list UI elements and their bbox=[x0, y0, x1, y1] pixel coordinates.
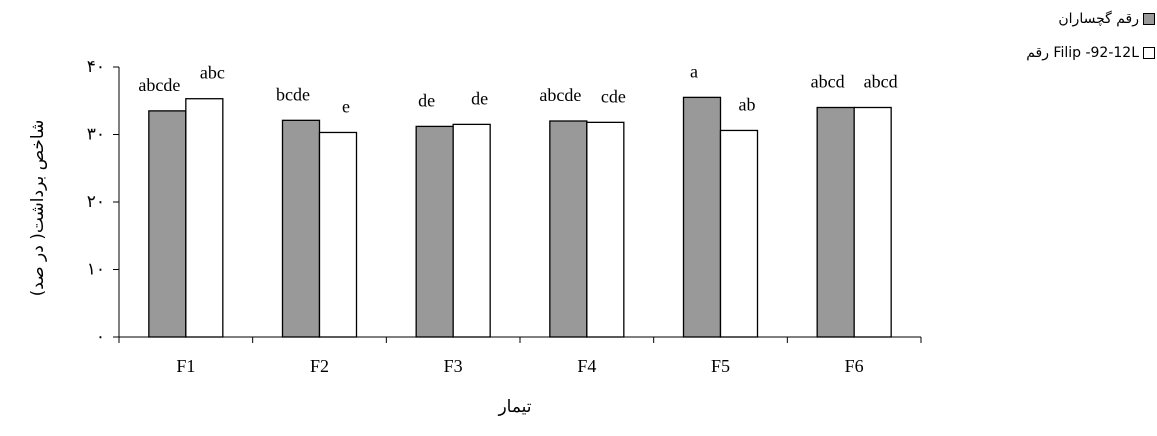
chart-legend: رقم گچساران رقم Filip -92-12L bbox=[985, 8, 1155, 76]
legend-label-series-2: رقم Filip -92-12L bbox=[1026, 45, 1139, 61]
x-tick-label: F5 bbox=[711, 356, 730, 376]
data-label-series-1-F2: bcde bbox=[276, 84, 310, 104]
legend-label-series-1: رقم گچساران bbox=[1058, 11, 1139, 27]
legend-item-series-1: رقم گچساران bbox=[985, 8, 1155, 30]
chart-bars bbox=[148, 96, 892, 338]
bar-series-2-F3 bbox=[452, 123, 491, 338]
legend-swatch-series-1 bbox=[1143, 13, 1155, 25]
y-tick-label: ۲۰ bbox=[87, 192, 105, 211]
bar-series-2-F2 bbox=[318, 131, 358, 338]
data-label-series-1-F5: a bbox=[690, 61, 698, 81]
x-tick-label: F6 bbox=[845, 356, 864, 376]
data-label-series-2-F5: ab bbox=[739, 94, 756, 114]
x-tick-label: F2 bbox=[310, 356, 329, 376]
legend-item-series-2: رقم Filip -92-12L bbox=[985, 42, 1155, 64]
x-tick-label: F3 bbox=[444, 356, 463, 376]
bar-series-1-F4 bbox=[549, 120, 588, 338]
x-tick-label: F1 bbox=[176, 356, 195, 376]
data-label-series-1-F6: abcd bbox=[811, 72, 845, 92]
y-tick-label: ۴۰ bbox=[87, 57, 105, 76]
x-tick-label: F4 bbox=[577, 356, 596, 376]
y-axis-title: شاخص برداشت( در صد) bbox=[28, 120, 48, 297]
y-tick-label: ۰ bbox=[96, 327, 105, 346]
bar-series-1-F1 bbox=[148, 110, 187, 338]
bar-series-1-F2 bbox=[281, 119, 321, 338]
bar-series-2-F1 bbox=[185, 98, 224, 338]
data-label-series-2-F1: abc bbox=[200, 63, 225, 83]
y-tick-label: ۱۰ bbox=[87, 260, 105, 279]
bar-series-2-F6 bbox=[853, 106, 892, 338]
data-label-series-2-F3: de bbox=[471, 88, 488, 108]
data-label-series-2-F6: abcd bbox=[864, 72, 898, 92]
legend-swatch-series-2 bbox=[1143, 47, 1155, 59]
data-label-series-1-F4: abcde bbox=[539, 85, 581, 105]
data-label-series-1-F1: abcde bbox=[138, 75, 180, 95]
bar-series-2-F4 bbox=[586, 121, 625, 338]
bar-series-1-F6 bbox=[816, 106, 855, 338]
bar-series-2-F5 bbox=[719, 129, 759, 338]
data-label-series-2-F4: cde bbox=[601, 86, 626, 106]
data-label-series-1-F3: de bbox=[418, 90, 435, 110]
chart-data-labels: abcde bcde de abcde a abcd abc e de cde ab abcd bbox=[138, 61, 897, 116]
chart-axes: ۰ ۱۰ ۲۰ ۳۰ ۴۰ F1 F2 F3 F4 F5 F6 bbox=[87, 57, 922, 376]
x-axis-title: تیمار bbox=[497, 397, 531, 417]
bar-series-1-F3 bbox=[415, 125, 454, 338]
data-label-series-2-F2: e bbox=[342, 96, 350, 116]
y-tick-label: ۳۰ bbox=[87, 125, 105, 144]
bar-series-1-F5 bbox=[682, 96, 722, 338]
